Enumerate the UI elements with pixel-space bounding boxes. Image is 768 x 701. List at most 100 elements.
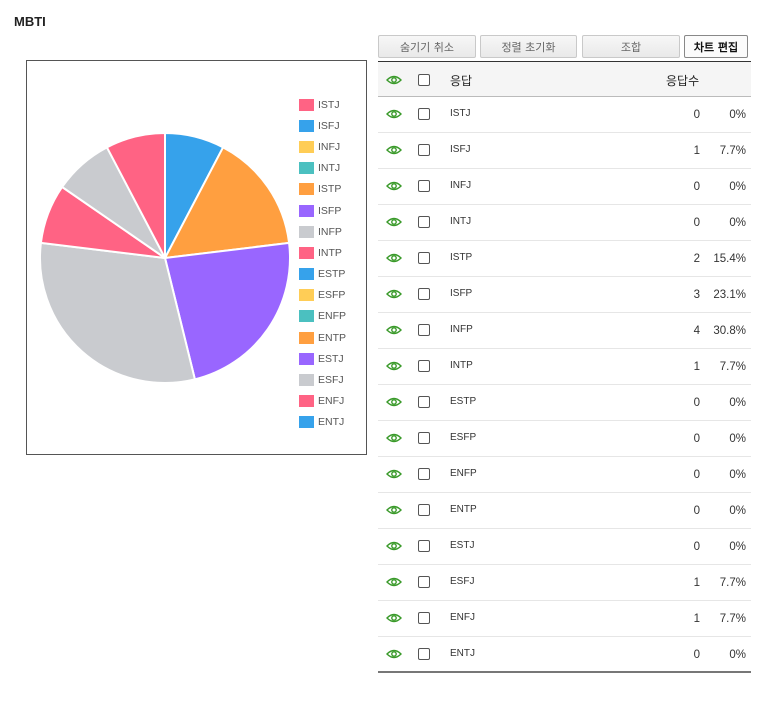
row-checkbox[interactable]: [418, 288, 430, 300]
legend-label: INFP: [318, 225, 342, 238]
eye-icon[interactable]: [386, 396, 402, 408]
eye-icon[interactable]: [386, 108, 402, 120]
answer-label: INTJ: [450, 216, 472, 227]
eye-icon[interactable]: [386, 504, 402, 516]
legend-swatch: [299, 268, 314, 281]
legend-item[interactable]: INTJ: [299, 158, 346, 179]
response-count: 1: [693, 361, 700, 373]
response-count: 0: [693, 505, 700, 517]
pie-slice-enfj[interactable]: [105, 131, 166, 259]
pie-slice-infp[interactable]: [39, 241, 197, 384]
row-checkbox[interactable]: [418, 576, 430, 588]
unhide-button[interactable]: 숨기기 취소: [378, 35, 476, 58]
table-header: 응답 응답수: [378, 61, 751, 97]
answer-label: ISFP: [450, 288, 473, 299]
row-checkbox[interactable]: [418, 396, 430, 408]
row-checkbox[interactable]: [418, 252, 430, 264]
row-checkbox[interactable]: [418, 468, 430, 480]
legend-swatch: [299, 119, 314, 132]
eye-icon[interactable]: [386, 612, 402, 624]
row-checkbox[interactable]: [418, 648, 430, 660]
reset-sort-button[interactable]: 정렬 초기화: [480, 35, 577, 58]
eye-icon[interactable]: [386, 432, 402, 444]
table-row: ENFJ 1 7.7%: [378, 601, 751, 637]
legend-swatch: [299, 98, 314, 111]
eye-icon[interactable]: [386, 288, 402, 300]
eye-icon[interactable]: [386, 360, 402, 372]
row-checkbox[interactable]: [418, 360, 430, 372]
legend-item[interactable]: ISTJ: [299, 94, 346, 115]
eye-icon[interactable]: [386, 180, 402, 192]
legend-item[interactable]: ESTP: [299, 264, 346, 285]
select-all-checkbox[interactable]: [418, 74, 430, 86]
eye-icon[interactable]: [386, 648, 402, 660]
legend-label: ENTJ: [318, 416, 345, 429]
row-checkbox[interactable]: [418, 432, 430, 444]
answer-label: ESTP: [450, 396, 477, 407]
legend-item[interactable]: ESFJ: [299, 369, 346, 390]
legend-swatch: [299, 310, 314, 323]
edit-chart-button[interactable]: 차트 편집: [684, 35, 748, 58]
legend-item[interactable]: ESFP: [299, 285, 346, 306]
eye-icon[interactable]: [386, 74, 402, 86]
row-checkbox[interactable]: [418, 504, 430, 516]
response-count: 4: [693, 325, 700, 337]
header-answer[interactable]: 응답: [450, 74, 473, 88]
row-checkbox[interactable]: [418, 612, 430, 624]
response-percent: 0%: [729, 217, 746, 229]
legend-item[interactable]: ISFJ: [299, 115, 346, 136]
row-checkbox[interactable]: [418, 324, 430, 336]
pie-slice-isfp[interactable]: [163, 241, 291, 381]
answer-label: ISTP: [450, 252, 473, 263]
eye-icon[interactable]: [386, 252, 402, 264]
answer-label: ENFP: [450, 468, 477, 479]
eye-icon[interactable]: [386, 468, 402, 480]
table-row: INTJ 0 0%: [378, 205, 751, 241]
legend-item[interactable]: ENFJ: [299, 391, 346, 412]
row-checkbox[interactable]: [418, 216, 430, 228]
legend-item[interactable]: ENTP: [299, 327, 346, 348]
response-percent: 0%: [729, 649, 746, 661]
row-checkbox[interactable]: [418, 144, 430, 156]
answer-label: INFJ: [450, 180, 472, 191]
response-percent: 23.1%: [713, 289, 746, 301]
legend-item[interactable]: INFP: [299, 221, 346, 242]
legend-item[interactable]: ISTP: [299, 179, 346, 200]
eye-icon[interactable]: [386, 324, 402, 336]
row-checkbox[interactable]: [418, 108, 430, 120]
legend-item[interactable]: ENFP: [299, 306, 346, 327]
table-row: INTP 1 7.7%: [378, 349, 751, 385]
chart-legend: ISTJ ISFJ INFJ INTJ ISTP ISFP INFP INTP ESTP ESFP…: [299, 94, 346, 433]
eye-icon[interactable]: [386, 540, 402, 552]
answer-label: ISTJ: [450, 108, 471, 119]
legend-item[interactable]: INFJ: [299, 136, 346, 157]
table-row: INFP 4 30.8%: [378, 313, 751, 349]
table-row: ISFJ 1 7.7%: [378, 133, 751, 169]
combine-button[interactable]: 조합: [582, 35, 680, 58]
legend-swatch: [299, 331, 314, 344]
legend-swatch: [299, 183, 314, 196]
legend-item[interactable]: ISFP: [299, 200, 346, 221]
row-checkbox[interactable]: [418, 180, 430, 192]
eye-icon[interactable]: [386, 144, 402, 156]
legend-item[interactable]: ESTJ: [299, 348, 346, 369]
header-count[interactable]: 응답수: [666, 74, 700, 88]
legend-label: ENFJ: [318, 395, 345, 408]
response-count: 1: [693, 613, 700, 625]
eye-icon[interactable]: [386, 216, 402, 228]
response-percent: 0%: [729, 397, 746, 409]
eye-icon[interactable]: [386, 576, 402, 588]
table-row: ESFJ 1 7.7%: [378, 565, 751, 601]
answer-label: INFP: [450, 324, 473, 335]
pie-slice-istp[interactable]: [163, 145, 291, 260]
response-percent: 0%: [729, 433, 746, 445]
answer-label: ESFJ: [450, 576, 475, 587]
table-row: ESTJ 0 0%: [378, 529, 751, 565]
legend-item[interactable]: ENTJ: [299, 412, 346, 433]
legend-swatch: [299, 289, 314, 302]
legend-item[interactable]: INTP: [299, 242, 346, 263]
legend-swatch: [299, 395, 314, 408]
row-checkbox[interactable]: [418, 540, 430, 552]
response-percent: 7.7%: [719, 577, 746, 589]
response-percent: 7.7%: [719, 613, 746, 625]
